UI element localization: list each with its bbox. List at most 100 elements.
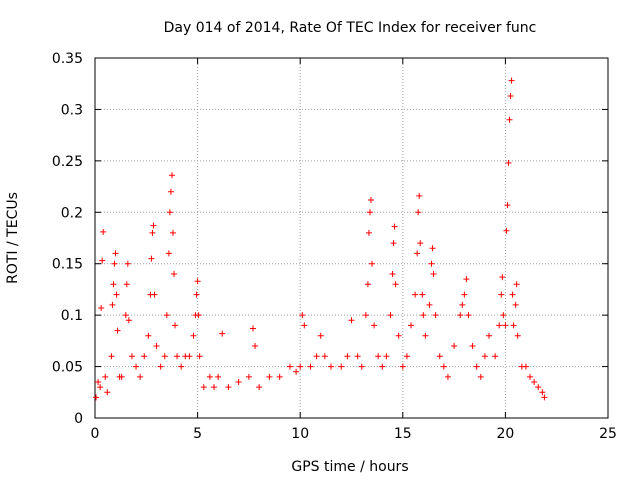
data-point [504,202,511,209]
data-point [358,363,365,370]
data-point [148,255,155,262]
data-point [123,281,130,288]
data-point [461,291,468,298]
data-point [297,363,304,370]
data-point [108,353,115,360]
data-point [161,353,168,360]
data-point [327,363,334,370]
data-point [344,353,351,360]
data-point [499,274,506,281]
data-point [389,271,396,277]
data-point [403,353,410,360]
data-point [321,353,328,360]
data-point [174,353,181,360]
data-point [506,116,513,123]
data-point [395,332,402,339]
data-point [157,363,164,370]
data-point [98,304,105,311]
data-point [276,373,283,380]
data-point [531,379,538,385]
axes: 0 5 10 15 20 25 0 0.05 0.1 0.15 0.2 0.25 0.3 0.35 [52,51,617,442]
data-point [366,209,373,216]
data-point [365,229,372,236]
x-tick-label: 0 [91,426,100,442]
data-point [190,332,197,339]
data-point [178,363,185,370]
data-point [502,322,509,329]
data-point [416,192,423,199]
x-tick-label: 25 [599,426,617,442]
data-point [200,384,207,391]
data-point [522,363,529,370]
data-point [390,240,397,247]
data-point [412,291,419,298]
data-point [383,353,390,360]
data-point [245,373,252,380]
data-point [348,317,355,324]
data-point [153,343,160,349]
data-point [118,373,125,380]
x-tick-label: 10 [291,426,309,442]
data-point [414,250,421,257]
data-point [369,260,376,267]
data-point [503,227,510,234]
grid [95,58,608,418]
data-point [104,389,111,396]
data-point [498,291,505,298]
data-point [165,250,172,257]
data-point [250,325,257,332]
data-point [145,332,152,339]
data-point [150,222,157,229]
data-point [463,276,470,283]
data-point [167,188,174,195]
data-point [539,389,546,396]
data-point [375,353,382,360]
data-point [93,394,100,401]
data-point [256,384,263,391]
data-point [338,363,345,370]
data-point [496,322,503,329]
data-point [124,260,131,267]
chart-title: Day 014 of 2014, Rate Of TEC Index for r… [164,20,537,36]
data-point [102,373,109,380]
data-point [391,223,398,230]
data-point [500,312,507,319]
data-point [535,384,542,391]
data-point [399,363,406,370]
data-point [354,353,361,360]
data-point [110,281,117,288]
data-point [137,373,144,380]
data-point [313,353,320,360]
data-point [133,363,140,370]
data-point [211,384,218,391]
data-point [415,209,422,216]
data-point [481,353,488,360]
data-point [206,373,213,380]
data-point [440,363,447,370]
data-point [252,343,259,349]
data-point [507,93,514,100]
data-point [469,343,476,349]
data-point [286,363,293,370]
data-point [541,394,548,401]
data-point [457,312,464,319]
y-tick-label: 0.25 [52,154,83,170]
data-point [510,322,517,329]
data-point [514,332,521,339]
y-tick-label: 0.1 [61,308,83,324]
data-point [509,291,516,298]
data-point [111,260,118,267]
data-point [193,291,200,298]
data-point [451,343,458,349]
data-point [459,301,466,308]
y-tick-label: 0.15 [52,257,83,273]
data-point [477,373,484,380]
data-point [513,281,520,288]
data-point [430,271,437,277]
data-point [149,229,156,236]
data-point [367,196,374,203]
data-point [100,228,107,235]
data-point [109,301,116,308]
data-point [95,379,102,385]
